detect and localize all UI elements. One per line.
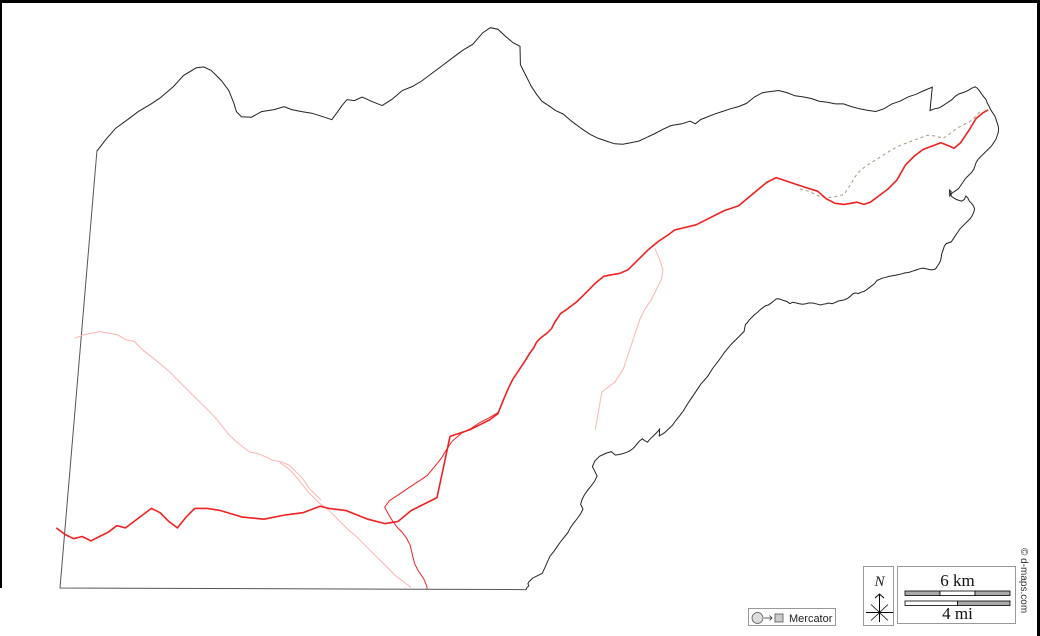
svg-text:6 km: 6 km — [940, 571, 974, 590]
svg-text:Mercator: Mercator — [789, 613, 833, 625]
svg-text:4 mi: 4 mi — [942, 604, 973, 623]
svg-text:N: N — [873, 574, 885, 590]
